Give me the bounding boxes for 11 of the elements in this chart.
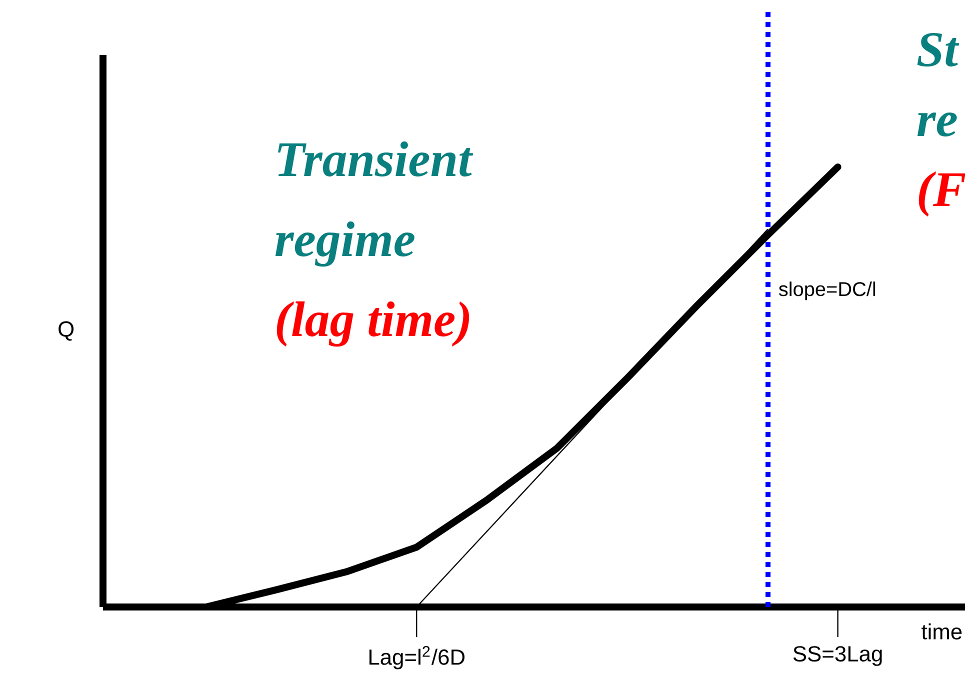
x-tick-label: Lag=l$^{2}$/6D xyxy=(369,646,464,670)
y-axis-title: Q xyxy=(58,321,74,341)
text: St xyxy=(917,33,960,66)
x-tick-label: SS=3Lag xyxy=(793,646,882,666)
annotation: regime xyxy=(275,221,414,267)
text: (F xyxy=(918,171,965,217)
x-axis-title: time xyxy=(922,623,962,640)
annotation: (lag time) xyxy=(276,301,470,347)
text: re xyxy=(917,112,957,136)
annotation: Transient xyxy=(278,141,474,176)
annotation: slope=DC/l xyxy=(778,282,876,300)
